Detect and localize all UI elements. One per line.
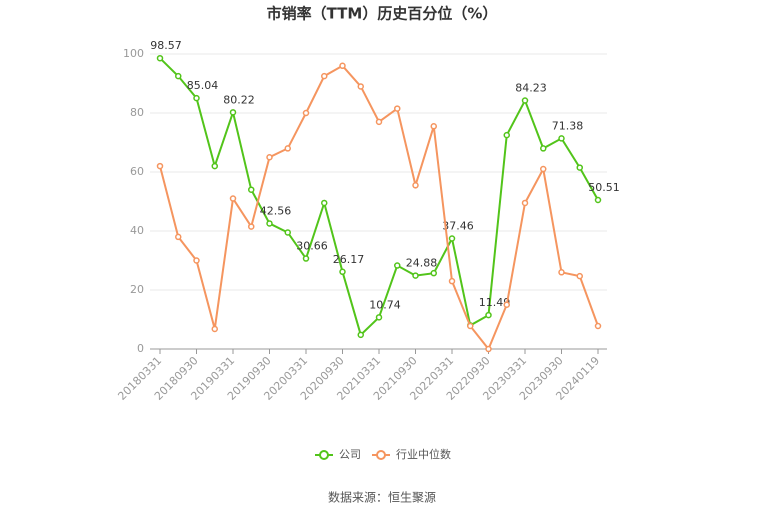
point: [375, 314, 383, 321]
point: [193, 257, 200, 264]
point: [503, 301, 510, 308]
point: [594, 196, 602, 204]
data-label: 24.88: [406, 257, 438, 270]
point: [156, 54, 164, 62]
point: [357, 83, 364, 90]
data-label: 85.04: [187, 79, 219, 92]
point: [576, 272, 583, 280]
point: [467, 322, 474, 330]
point: [339, 268, 346, 276]
point: [211, 162, 218, 170]
y-tick-label: 40: [130, 224, 144, 237]
data-label: 26.17: [333, 253, 365, 266]
data-label: 42.56: [260, 204, 292, 217]
y-tick-label: 0: [137, 342, 144, 355]
point: [357, 331, 364, 339]
point: [394, 105, 401, 112]
point: [521, 97, 529, 104]
point: [430, 123, 437, 130]
point: [558, 269, 565, 276]
point: [211, 325, 218, 333]
point: [284, 229, 291, 236]
point: [521, 199, 529, 207]
point: [321, 72, 328, 80]
point: [248, 186, 255, 193]
point: [321, 199, 328, 207]
point: [175, 72, 182, 80]
y-tick-label: 80: [130, 106, 144, 119]
data-label: 71.38: [552, 119, 584, 132]
legend-marker: [319, 450, 329, 460]
point: [302, 255, 310, 262]
data-label: 11.49: [479, 296, 511, 309]
point: [156, 162, 164, 170]
legend-marker: [376, 450, 386, 460]
point: [229, 195, 237, 202]
point: [558, 135, 565, 142]
data-label: 37.46: [442, 219, 474, 232]
point: [248, 223, 255, 230]
point: [229, 109, 237, 116]
source: 数据来源：恒生聚源: [328, 490, 436, 505]
point: [412, 182, 419, 189]
point: [175, 233, 182, 241]
point: [375, 118, 383, 126]
point: [266, 220, 273, 227]
point: [412, 272, 419, 279]
point: [540, 145, 547, 152]
point: [430, 269, 437, 277]
point: [193, 94, 200, 102]
data-label: 98.57: [150, 39, 182, 52]
point: [448, 235, 456, 242]
point: [576, 164, 583, 171]
point: [540, 165, 547, 173]
point: [394, 262, 401, 269]
point: [485, 311, 492, 319]
point: [284, 145, 291, 152]
y-tick-label: 100: [123, 47, 144, 60]
point: [594, 322, 602, 330]
y-tick-label: 60: [130, 165, 144, 178]
legend-label: 行业中位数: [396, 447, 451, 461]
point: [266, 154, 273, 161]
point: [485, 345, 492, 353]
point: [503, 131, 510, 139]
point: [448, 277, 456, 285]
data-label: 30.66: [296, 240, 328, 253]
point: [302, 109, 310, 117]
y-tick-label: 20: [130, 283, 144, 296]
data-label: 80.22: [223, 93, 255, 106]
data-label: 10.74: [369, 298, 401, 311]
point: [339, 62, 346, 70]
legend-label: 公司: [339, 448, 361, 461]
data-label: 50.51: [588, 181, 620, 194]
data-label: 84.23: [515, 82, 547, 95]
chart-title: 市销率（TTM）历史百分位（%）: [267, 5, 498, 23]
